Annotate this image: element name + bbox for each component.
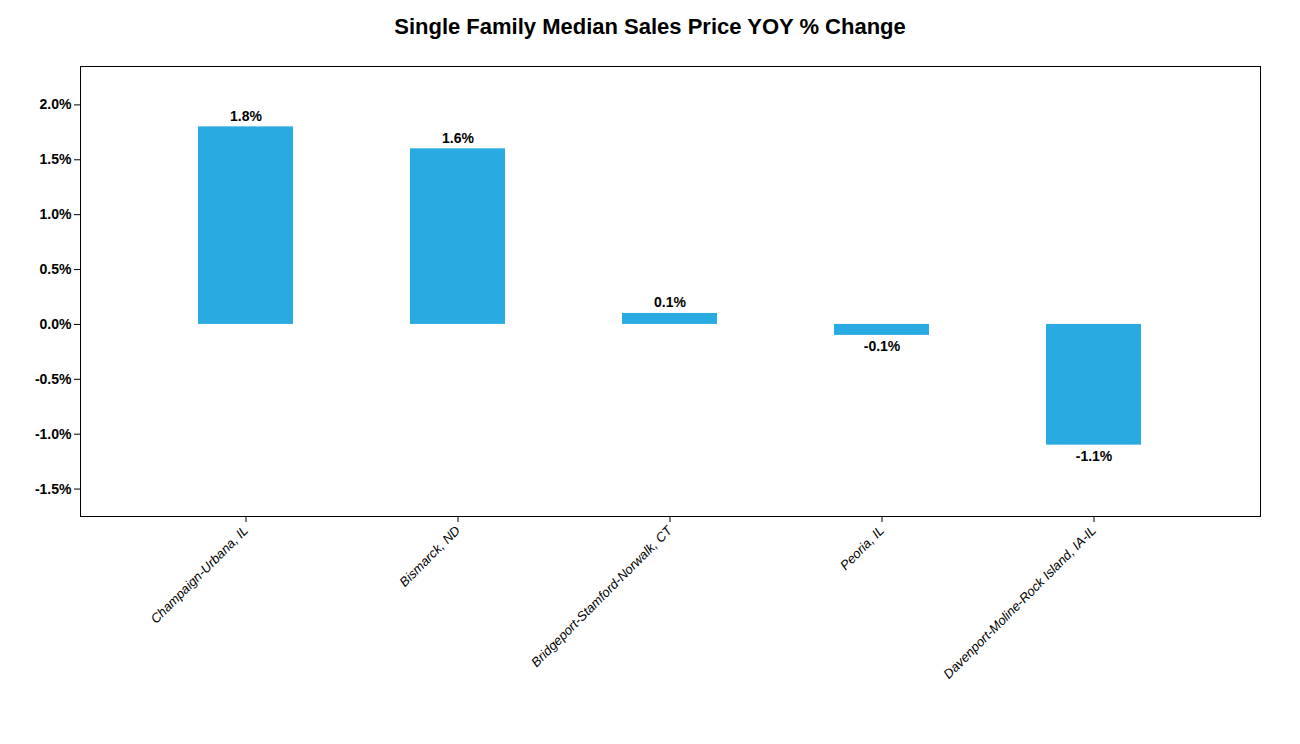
html-text:Single Family Median Sales Pri: Single Family Median Sales Price YOY % C…: [394, 14, 906, 39]
svg-text:-0.5%: -0.5%: [35, 371, 72, 387]
svg-text:Davenport-Moline-Rock Island,: Davenport-Moline-Rock Island, IA-IL: [940, 523, 1099, 682]
svg-text:1.5%: 1.5%: [40, 151, 72, 167]
svg-text:-1.1%: -1.1%: [1076, 448, 1113, 464]
svg-text:1.8%: 1.8%: [230, 108, 262, 124]
svg-text:0.5%: 0.5%: [40, 261, 72, 277]
svg-text:-0.1%: -0.1%: [864, 338, 901, 354]
svg-text:-1.5%: -1.5%: [35, 481, 72, 497]
svg-text:Champaign-Urbana, IL: Champaign-Urbana, IL: [147, 523, 251, 627]
svg-text:Bismarck, ND: Bismarck, ND: [396, 523, 463, 590]
svg-text:1.6%: 1.6%: [442, 130, 474, 146]
svg-text:2.0%: 2.0%: [40, 96, 72, 112]
svg-text:Peoria, IL: Peoria, IL: [837, 523, 887, 573]
svg-text:Bridgeport-Stamford-Norwalk, C: Bridgeport-Stamford-Norwalk, CT: [528, 522, 676, 670]
svg-text:1.0%: 1.0%: [40, 206, 72, 222]
svg-text:0.1%: 0.1%: [654, 294, 686, 310]
svg-text:-1.0%: -1.0%: [35, 426, 72, 442]
svg-text:0.0%: 0.0%: [40, 316, 72, 332]
